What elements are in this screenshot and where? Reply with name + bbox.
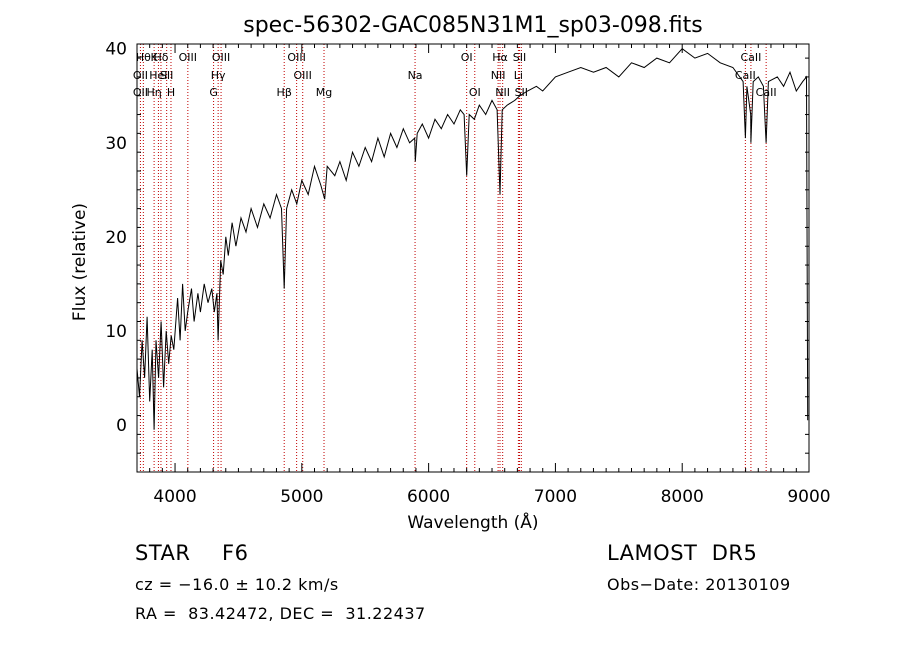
- redshift-label: cz = −16.0 ± 10.2 km/s: [135, 575, 339, 594]
- line-label: SII: [513, 51, 526, 64]
- line-label: OII: [133, 69, 148, 82]
- line-label: Hη: [146, 86, 161, 99]
- line-label: Hβ: [277, 86, 292, 99]
- line-label: OIII: [287, 51, 305, 64]
- line-label: CaII: [756, 86, 777, 99]
- spectrum-line: [136, 48, 809, 430]
- line-label: HeI: [149, 69, 167, 82]
- line-label: Hθ: [136, 51, 151, 64]
- line-label: Hδ: [153, 51, 168, 64]
- line-label: OI: [461, 51, 473, 64]
- line-label: SII: [160, 69, 173, 82]
- line-label: OIII: [212, 51, 230, 64]
- survey-label: LAMOST DR5: [607, 541, 758, 565]
- radec-label: RA = 83.42472, DEC = 31.22437: [135, 604, 426, 623]
- line-label: Hγ: [211, 69, 226, 82]
- x-tick-label: 4000: [153, 487, 196, 507]
- x-tick-label: 6000: [407, 487, 450, 507]
- line-label: H: [167, 86, 175, 99]
- y-axis: 0 10 20 30 40: [105, 40, 809, 473]
- line-label: G: [209, 86, 218, 99]
- line-label: K: [151, 51, 159, 64]
- x-axis-label: Wavelength (Å): [407, 511, 538, 533]
- y-tick-label: 0: [116, 416, 127, 436]
- y-tick-label: 30: [105, 134, 127, 154]
- x-tick-label: 7000: [534, 487, 577, 507]
- line-label: NII: [491, 69, 506, 82]
- plot-frame: [136, 43, 810, 473]
- obs-date-label: Obs−Date: 20130109: [607, 575, 791, 594]
- line-label: OIII: [179, 51, 197, 64]
- line-label: Hα: [492, 51, 508, 64]
- y-tick-label: 40: [105, 40, 127, 60]
- x-tick-label: 5000: [280, 487, 323, 507]
- object-class: STAR: [135, 541, 191, 565]
- line-label: OIII: [294, 69, 312, 82]
- chart-title: spec-56302-GAC085N31M1_sp03-098.fits: [243, 13, 703, 38]
- y-tick-label: 10: [105, 322, 127, 342]
- line-label: SII: [515, 86, 528, 99]
- line-label: CaII: [740, 51, 761, 64]
- x-tick-label: 9000: [787, 487, 830, 507]
- y-axis-label: Flux (relative): [70, 203, 90, 321]
- y-tick-label: 20: [105, 228, 127, 248]
- line-markers: [139, 44, 767, 472]
- line-label: Na: [408, 69, 423, 82]
- line-label: OI: [469, 86, 481, 99]
- object-subclass: F6: [222, 541, 249, 565]
- x-axis: 4000 5000 6000 7000 8000 9000: [149, 44, 831, 507]
- line-label: Mg: [316, 86, 332, 99]
- line-label: NII: [495, 86, 510, 99]
- x-tick-label: 8000: [661, 487, 704, 507]
- line-label: Li: [514, 69, 523, 82]
- line-label: CaII: [735, 69, 756, 82]
